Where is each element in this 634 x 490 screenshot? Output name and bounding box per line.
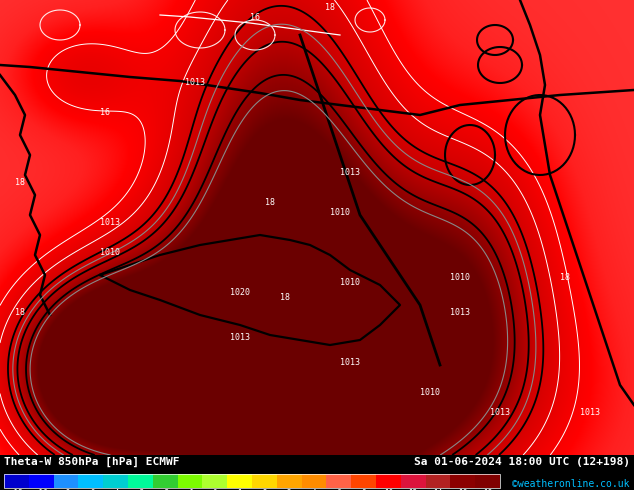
Text: -10: -10 — [34, 489, 48, 490]
Bar — [252, 474, 277, 488]
Bar — [153, 474, 178, 488]
Text: 18: 18 — [483, 489, 492, 490]
Bar — [227, 474, 252, 488]
Text: 4: 4 — [312, 489, 316, 490]
Text: Theta-W 850hPa [hPa] ECMWF: Theta-W 850hPa [hPa] ECMWF — [4, 457, 179, 467]
Text: 18: 18 — [265, 198, 275, 207]
Text: 1013: 1013 — [580, 408, 600, 417]
Text: -12: -12 — [10, 489, 23, 490]
Text: 1010: 1010 — [330, 208, 350, 217]
Text: 1: 1 — [237, 489, 242, 490]
Text: 18: 18 — [325, 3, 335, 12]
Bar — [425, 474, 450, 488]
Bar — [79, 474, 103, 488]
Text: 1013: 1013 — [490, 408, 510, 417]
Text: 8: 8 — [361, 489, 366, 490]
Text: 3: 3 — [287, 489, 292, 490]
Text: 1013: 1013 — [450, 308, 470, 317]
Text: -1: -1 — [185, 489, 195, 490]
Text: 1013: 1013 — [185, 78, 205, 87]
Text: 1010: 1010 — [450, 273, 470, 282]
Text: 16: 16 — [250, 13, 260, 22]
Text: 1013: 1013 — [230, 333, 250, 342]
Text: 18: 18 — [15, 308, 25, 317]
Text: 16: 16 — [458, 489, 467, 490]
Text: 1020: 1020 — [230, 288, 250, 297]
Text: 10: 10 — [384, 489, 393, 490]
Text: 14: 14 — [434, 489, 443, 490]
Bar — [302, 474, 327, 488]
Bar — [178, 474, 202, 488]
Bar — [128, 474, 153, 488]
Bar — [401, 474, 425, 488]
Text: -2: -2 — [160, 489, 170, 490]
Text: 6: 6 — [337, 489, 341, 490]
Text: 1013: 1013 — [340, 168, 360, 177]
Text: -3: -3 — [136, 489, 145, 490]
Bar — [29, 474, 54, 488]
Bar — [376, 474, 401, 488]
Text: 18: 18 — [15, 178, 25, 187]
Text: 1010: 1010 — [340, 278, 360, 287]
Bar — [476, 474, 500, 488]
Bar — [202, 474, 227, 488]
Bar — [103, 474, 128, 488]
Text: -4: -4 — [111, 489, 120, 490]
Text: 1013: 1013 — [340, 358, 360, 367]
Text: 18: 18 — [280, 293, 290, 302]
Text: 0: 0 — [212, 489, 217, 490]
Text: 16: 16 — [100, 108, 110, 117]
Text: 1013: 1013 — [100, 218, 120, 227]
Text: Sa 01-06-2024 18:00 UTC (12+198): Sa 01-06-2024 18:00 UTC (12+198) — [414, 457, 630, 467]
Bar — [351, 474, 376, 488]
Text: -8: -8 — [61, 489, 70, 490]
Text: ©weatheronline.co.uk: ©weatheronline.co.uk — [512, 479, 630, 489]
Text: 1010: 1010 — [420, 388, 440, 397]
Text: 18: 18 — [560, 273, 570, 282]
Bar — [277, 474, 302, 488]
Text: 1010: 1010 — [100, 248, 120, 257]
Bar — [4, 474, 29, 488]
Bar — [4, 474, 500, 488]
Bar — [54, 474, 79, 488]
Text: 12: 12 — [408, 489, 418, 490]
Bar — [327, 474, 351, 488]
Bar — [450, 474, 476, 488]
Text: -6: -6 — [86, 489, 96, 490]
Text: 2: 2 — [262, 489, 267, 490]
